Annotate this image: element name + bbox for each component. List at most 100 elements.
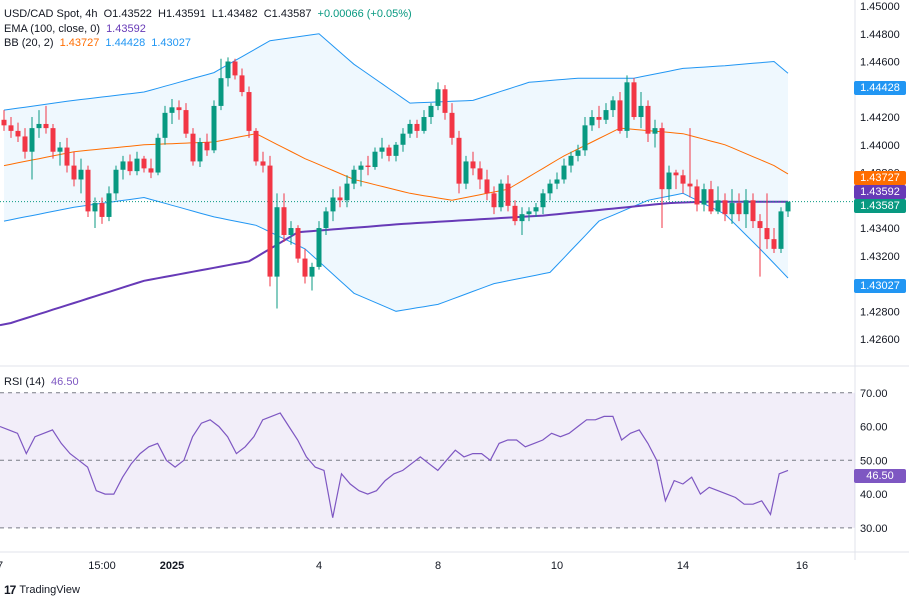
candle-body — [505, 183, 511, 206]
price-tick-label: 1.44800 — [860, 29, 900, 41]
candle-body — [253, 130, 259, 162]
candle-body — [540, 193, 546, 208]
candle-body — [736, 203, 742, 215]
candle-body — [757, 221, 763, 229]
candle-body — [302, 258, 308, 277]
ema-line — [0, 200, 788, 327]
open-value: O1.43522 — [103, 8, 152, 20]
candle-body — [701, 189, 707, 205]
candle-body — [645, 105, 651, 134]
candle-body — [526, 211, 532, 215]
bb-upper-price-label: 1.44428 — [854, 81, 906, 95]
candle-body — [743, 200, 749, 215]
ema-price-label: 1.43592 — [854, 185, 906, 199]
ema-label[interactable]: EMA (100, close, 0) — [4, 23, 100, 35]
rsi-tick-label: 60.00 — [860, 422, 888, 434]
candle-body — [491, 193, 497, 208]
candle-body — [519, 214, 525, 222]
candle-body — [708, 189, 714, 212]
candle-body — [337, 197, 343, 201]
bb-lower-price-label: 1.43027 — [854, 279, 906, 293]
candle-body — [582, 125, 588, 151]
rsi-tick-label: 40.00 — [860, 489, 888, 501]
candle-body — [176, 107, 182, 111]
time-tick-label: 27 — [0, 560, 3, 572]
legend-symbol-row: USD/CAD Spot, 4h O1.43522 H1.43591 L1.43… — [4, 7, 415, 21]
candle-body — [624, 82, 630, 131]
rsi-tick-label: 70.00 — [860, 388, 888, 400]
candle-body — [484, 179, 490, 194]
time-tick-label: 15:00 — [88, 560, 116, 572]
bb-lower-value: 1.43027 — [151, 37, 192, 49]
price-tick-label: 1.43400 — [860, 223, 900, 235]
candle-body — [134, 158, 140, 172]
candle-body — [50, 128, 56, 152]
candle-body — [638, 105, 644, 118]
candle-body — [666, 172, 672, 190]
price-tick-label: 1.44000 — [860, 140, 900, 152]
candle-body — [99, 203, 105, 217]
candle-body — [785, 201, 791, 212]
candle-body — [680, 175, 686, 184]
tradingview-brand[interactable]: 17 TradingView — [4, 583, 80, 597]
candle-body — [232, 61, 238, 76]
candle-body — [428, 105, 434, 118]
time-tick-label: 8 — [435, 560, 441, 572]
candle-body — [246, 92, 252, 131]
candle-body — [771, 239, 777, 249]
candle-body — [169, 107, 175, 113]
candle-body — [218, 78, 224, 106]
candle-body — [750, 200, 756, 222]
rsi-tick-label: 30.00 — [860, 523, 888, 535]
low-value: L1.43482 — [211, 8, 258, 20]
tradingview-logo-icon: 17 — [4, 583, 16, 597]
rsi-line — [0, 412, 789, 518]
candle-body — [204, 142, 210, 151]
candle-body — [1, 119, 7, 126]
candle-body — [764, 228, 770, 240]
candle-body — [673, 172, 679, 176]
symbol-label[interactable]: USD/CAD Spot, 4h — [4, 8, 98, 20]
bb-label[interactable]: BB (20, 2) — [4, 37, 54, 49]
candle-body — [358, 165, 364, 170]
candle-body — [295, 228, 301, 259]
candle-body — [610, 100, 616, 111]
high-value: H1.43591 — [158, 8, 206, 20]
rsi-label[interactable]: RSI (14) — [4, 376, 45, 388]
candle-body — [57, 147, 63, 152]
price-tick-label: 1.42600 — [860, 334, 900, 346]
candle-body — [715, 200, 721, 212]
bb-lower-line — [3, 192, 789, 312]
candle-body — [435, 89, 441, 106]
candle-body — [561, 165, 567, 180]
candle-body — [393, 144, 399, 156]
close-value: C1.43587 — [263, 8, 312, 20]
rsi-tick-label: 50.00 — [860, 455, 888, 467]
last-price-label: 1.43587 — [854, 199, 906, 213]
candle-body — [197, 142, 203, 162]
price-tick-label: 1.42800 — [860, 306, 900, 318]
candle-body — [631, 82, 637, 118]
candle-body — [652, 128, 658, 134]
candle-body — [106, 193, 112, 217]
candle-body — [36, 123, 42, 129]
candle-body — [512, 205, 518, 222]
candle-body — [141, 158, 147, 169]
ema-value: 1.43592 — [106, 23, 146, 35]
bb-basis-price-label: 1.43727 — [854, 171, 906, 185]
candle-body — [183, 110, 189, 134]
candle-body — [470, 161, 476, 169]
candle-body — [190, 133, 196, 162]
candle-body — [155, 137, 161, 173]
candle-body — [568, 155, 574, 166]
candle-body — [589, 117, 595, 126]
bb-basis-value: 1.43727 — [59, 37, 100, 49]
legend-rsi-row: RSI (14) 46.50 — [4, 375, 82, 389]
legend-bb-row: BB (20, 2) 1.43727 1.44428 1.43027 — [4, 36, 194, 50]
candle-body — [274, 207, 280, 277]
bb-upper-value: 1.44428 — [105, 37, 146, 49]
candle-body — [92, 203, 98, 212]
candle-body — [85, 169, 91, 212]
time-tick-label: 4 — [316, 560, 322, 572]
